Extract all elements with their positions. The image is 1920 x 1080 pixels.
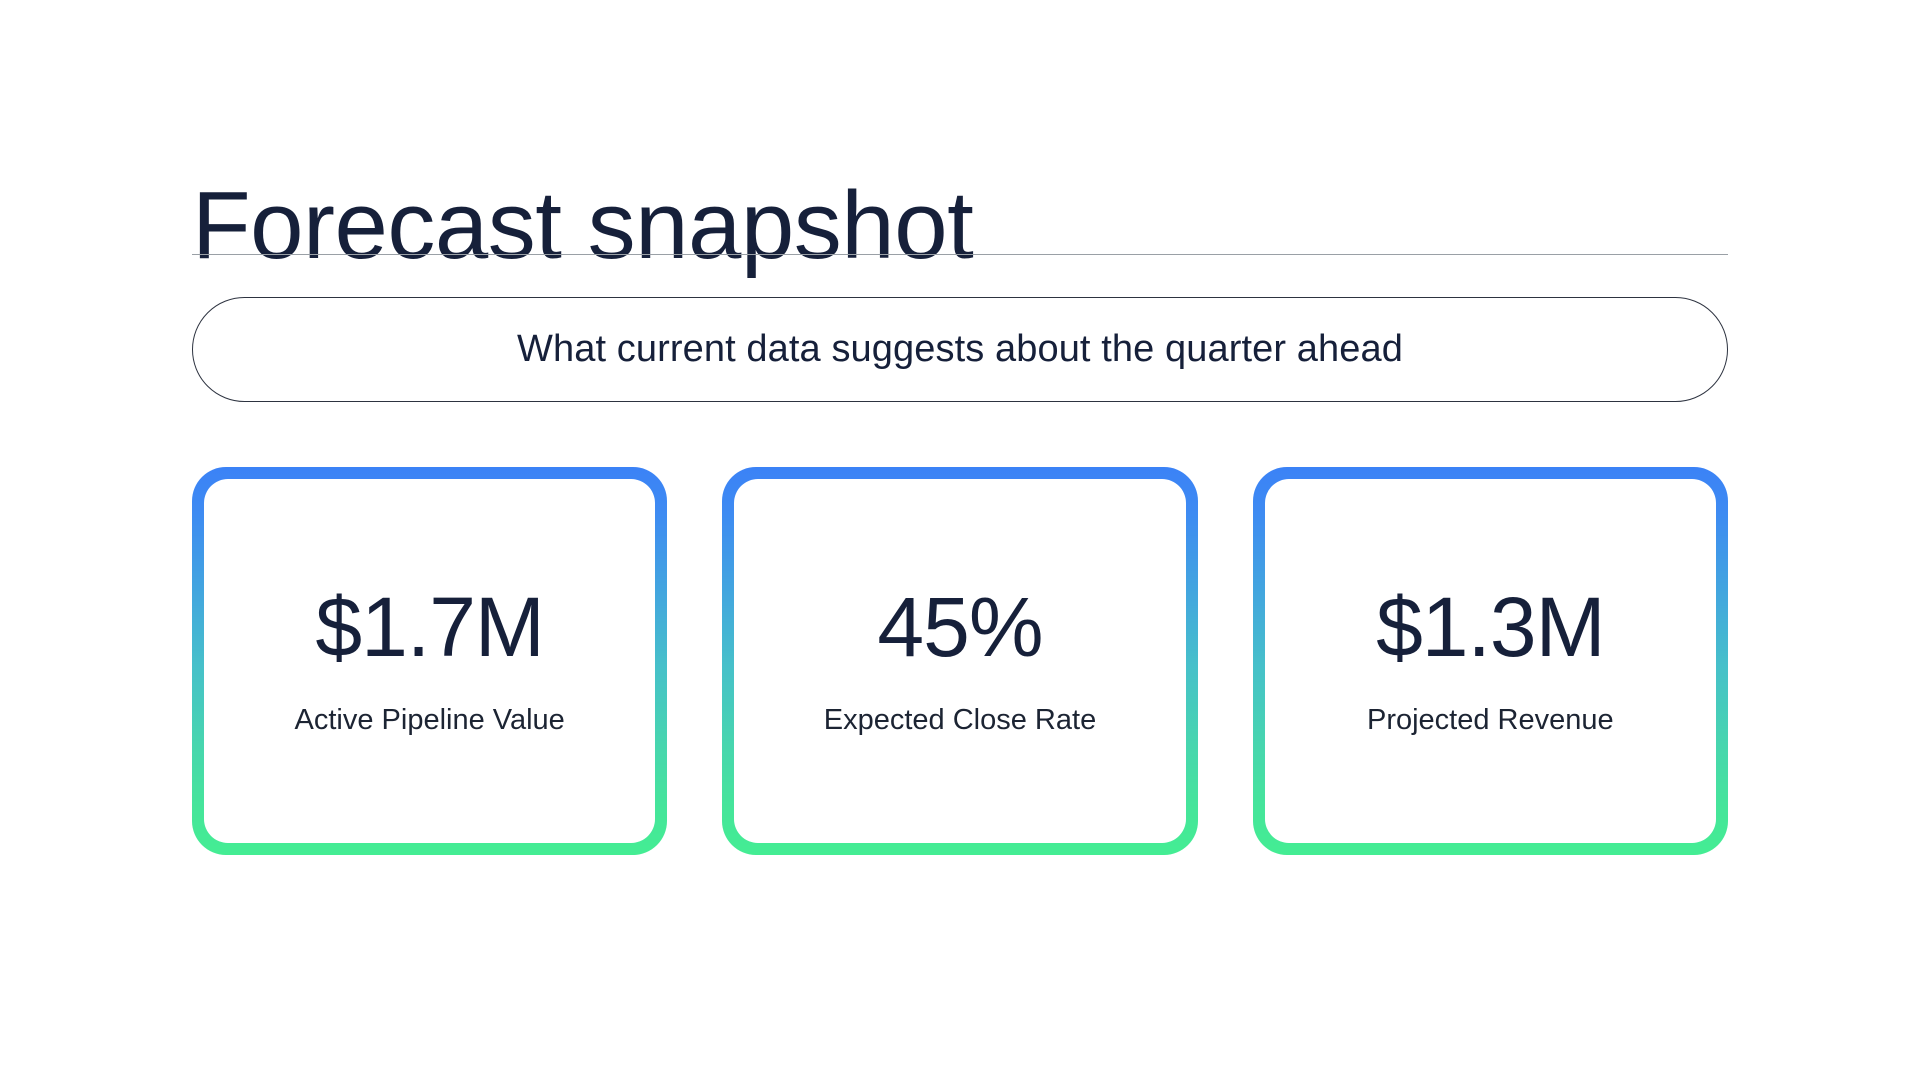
stat-card-projected-revenue: $1.3M Projected Revenue [1252, 467, 1728, 855]
subtitle-pill: What current data suggests about the qua… [192, 297, 1728, 402]
stat-cards-row: $1.7M Active Pipeline Value 45% Expected… [192, 467, 1728, 855]
stat-card-inner: $1.7M Active Pipeline Value [204, 479, 656, 843]
subtitle-text: What current data suggests about the qua… [517, 328, 1403, 370]
stat-label: Active Pipeline Value [294, 703, 565, 736]
stat-value: 45% [877, 579, 1043, 674]
stat-card-inner: 45% Expected Close Rate [734, 479, 1186, 843]
stat-card-inner: $1.3M Projected Revenue [1264, 479, 1716, 843]
stat-label: Expected Close Rate [823, 703, 1097, 736]
stat-card-active-pipeline-value: $1.7M Active Pipeline Value [192, 467, 668, 855]
stat-label: Projected Revenue [1366, 703, 1614, 736]
stat-card-expected-close-rate: 45% Expected Close Rate [722, 467, 1198, 855]
stat-value: $1.7M [315, 579, 544, 674]
page-title: Forecast snapshot [192, 172, 974, 280]
stat-value: $1.3M [1376, 579, 1605, 674]
title-divider [192, 254, 1728, 255]
